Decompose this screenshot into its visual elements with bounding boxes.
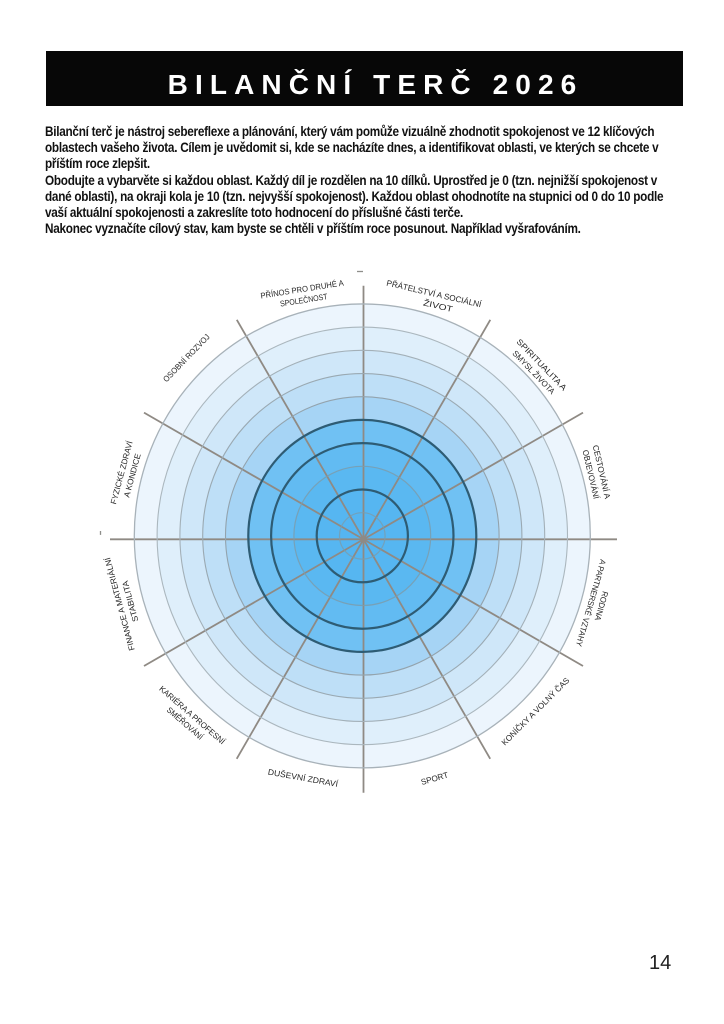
svg-text:SPORT: SPORT (420, 771, 449, 787)
svg-text:DUŠEVNÍ ZDRAVÍ: DUŠEVNÍ ZDRAVÍ (267, 767, 339, 789)
